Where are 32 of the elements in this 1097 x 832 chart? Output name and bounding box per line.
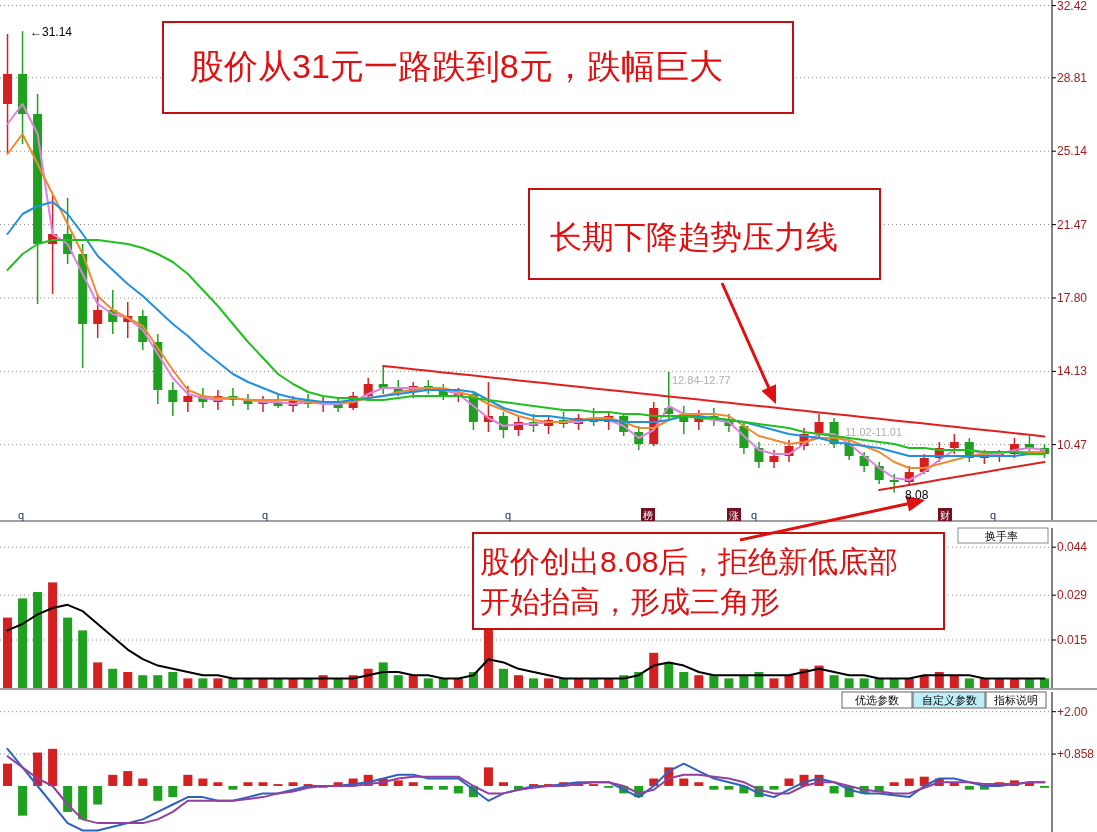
y-tick-label: 0.044 [1057, 540, 1088, 555]
annotation: 11.02-11.01 [845, 426, 903, 438]
annotation: 股价从31元一路跌到8元，跌幅巨大 [190, 47, 723, 85]
indicator-selector: 换手率 [957, 527, 1049, 544]
annotation: 涨 [729, 510, 739, 521]
annotation: 8.08 [905, 488, 929, 502]
annotation: q [262, 509, 269, 521]
chart-title: 换手率 [985, 530, 1018, 542]
y-tick-label: 25.14 [1057, 144, 1088, 159]
y-tick-label: 28.81 [1057, 70, 1088, 85]
annotation: 股价创出8.08后，拒绝新低底部开始抬高，形成三角形 [480, 545, 899, 618]
annotation: 长期下降趋势压力线 [550, 219, 838, 255]
annotation: 财 [940, 510, 950, 521]
y-tick-label: 17.80 [1057, 291, 1088, 305]
annotation: q [990, 509, 997, 521]
annotation: 自定义参数 [921, 694, 977, 706]
y-tick-label: 0.015 [1057, 633, 1088, 647]
annotation: q [505, 509, 512, 521]
y-tick-label: 21.47 [1057, 217, 1088, 232]
annotation: 12.84-12.77 [672, 374, 731, 386]
y-tick-label: 0.029 [1057, 588, 1088, 603]
annotation: 榜 [643, 510, 653, 521]
y-tick-label: +2.00 [1057, 704, 1088, 719]
y-tick-label: +0.858 [1057, 747, 1095, 762]
annotation: ←31.14 [30, 25, 73, 39]
y-tick-label: 32.42 [1057, 0, 1088, 13]
annotation: q [18, 509, 25, 521]
y-tick-label: 10.47 [1057, 437, 1088, 452]
annotation: 指标说明 [993, 694, 1038, 706]
y-tick-label: 14.13 [1057, 364, 1088, 379]
annotation: 优选参数 [855, 694, 899, 706]
annotation: q [751, 509, 758, 521]
